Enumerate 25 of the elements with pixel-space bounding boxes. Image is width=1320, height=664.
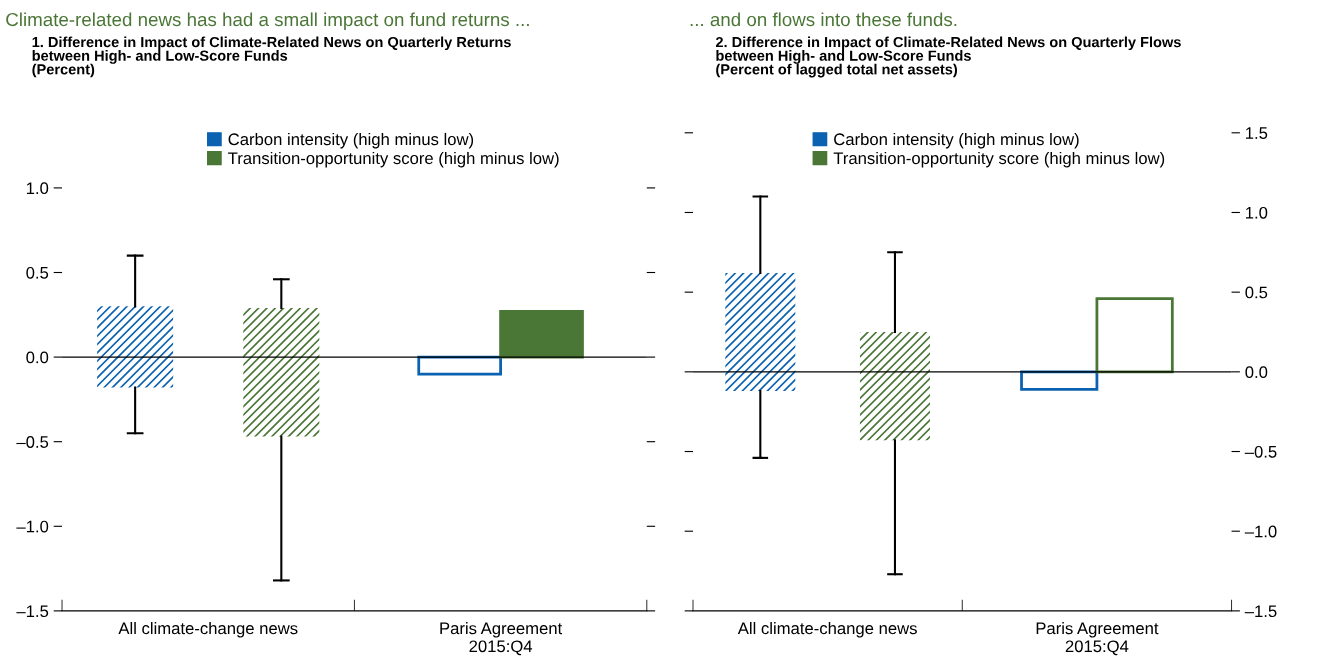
legend-label: Carbon intensity (high minus low) [834, 132, 1079, 149]
y-tick-label: –1.0 [16, 520, 49, 533]
y-tick-label: 0.0 [26, 351, 49, 364]
x-tick-label: All climate-change news [118, 621, 298, 638]
chart-subtitle: 2. Difference in Impact of Climate-Related News on Quarterly Flows between High- and Low-Score Funds (Percent of lagged total net assets) [715, 36, 1181, 78]
y2-tick-label: –1.5 [1244, 605, 1277, 618]
chart-subtitle: 1. Difference in Impact of Climate-Related News on Quarterly Returns between High- and Low-Score Funds (Percent) [32, 36, 511, 78]
y2-tick-label: 1.0 [1246, 206, 1268, 219]
legend-label: Carbon intensity (high minus low) [228, 132, 474, 149]
y2-tick-label: –0.5 [1244, 445, 1277, 458]
y2-tick-label: 0.0 [1245, 366, 1268, 379]
y-tick-label: –0.5 [16, 436, 49, 448]
x-tick-label: Paris Agreement 2015:Q4 [1036, 621, 1159, 656]
x-tick-label: All climate-change news [737, 621, 917, 638]
chart-title: ... and on flows into these funds. [690, 12, 957, 27]
y2-tick-label: 1.5 [1246, 127, 1268, 139]
y-tick-label: –1.5 [16, 605, 49, 618]
legend-label: Transition-opportunity score (high minus low) [833, 151, 1165, 168]
chart-title: Climate-related news has had a small impact on fund returns ... [6, 12, 529, 30]
y-tick-label: 0.5 [26, 266, 49, 279]
y2-tick-label: 0.5 [1245, 286, 1268, 299]
y-tick-label: 1.0 [26, 182, 49, 195]
y2-tick-label: –1.0 [1244, 525, 1277, 538]
legend-label: Transition-opportunity score (high minus low) [228, 151, 559, 168]
x-tick-label: Paris Agreement 2015:Q4 [440, 621, 563, 656]
